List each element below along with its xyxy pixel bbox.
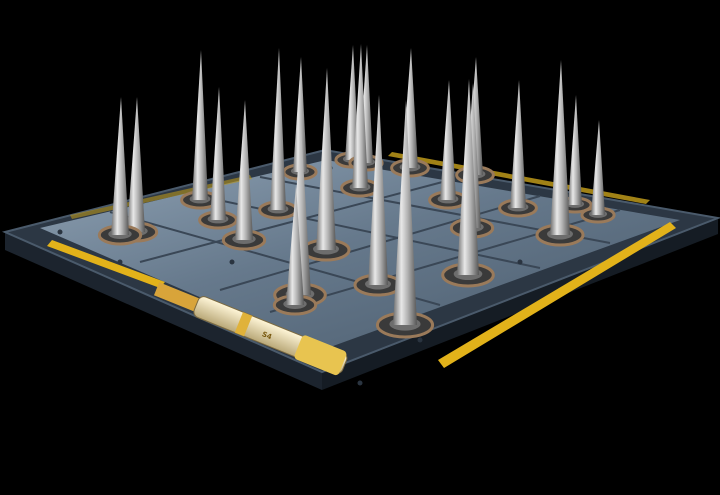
- plate-front-left-side: [5, 232, 322, 390]
- spike: [352, 44, 368, 188]
- spike: [192, 50, 208, 200]
- spike: [270, 48, 286, 210]
- spike: [368, 95, 388, 285]
- spikes-group: [97, 44, 616, 339]
- spike: [550, 60, 570, 235]
- spike: [286, 185, 304, 305]
- spike: [235, 100, 253, 240]
- canister-label: S4: [261, 330, 273, 341]
- spike: [457, 79, 479, 275]
- spike: [393, 100, 417, 325]
- hazard-stripe-left: [47, 240, 165, 288]
- spike: [591, 120, 605, 215]
- canister: S4: [153, 282, 348, 376]
- canister-band-right: [294, 335, 347, 376]
- spike: [316, 68, 336, 250]
- spike: [345, 45, 359, 160]
- spike: [568, 95, 582, 205]
- canister-clamp: [153, 282, 201, 312]
- spike: [293, 57, 307, 172]
- canister-band-left: [234, 312, 253, 337]
- spike: [510, 80, 526, 208]
- spike: [127, 97, 145, 232]
- spike: [111, 97, 129, 235]
- spike: [210, 87, 226, 220]
- hazard-stripe-right: [438, 222, 676, 368]
- spike: [440, 80, 456, 200]
